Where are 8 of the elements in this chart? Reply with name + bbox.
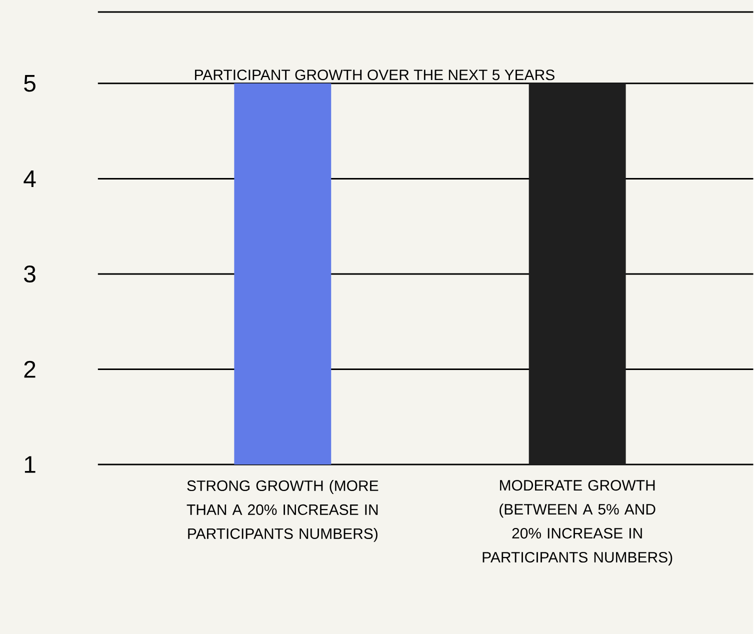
y-tick-label: 5 — [24, 74, 36, 92]
text: PARTICIPANT GROWTH OVER THE NEXT 5 YEARS — [195, 69, 554, 80]
x-tick-label: STRONG GROWTH (MORE THAN A 20% INCREASE IN PARTICIPANTS NUMBERS) — [186, 480, 378, 542]
y-tick-label: 3 — [24, 265, 36, 282]
x-tick-label: MODERATE GROWTH (BETWEEN A 5% AND 20% INCREASE IN PARTICIPANTS NUMBERS) — [482, 480, 672, 566]
y-tick-label: 4 — [24, 170, 36, 187]
y-tick-label: 2 — [24, 360, 36, 378]
y-tick-label: 1 — [24, 456, 36, 473]
